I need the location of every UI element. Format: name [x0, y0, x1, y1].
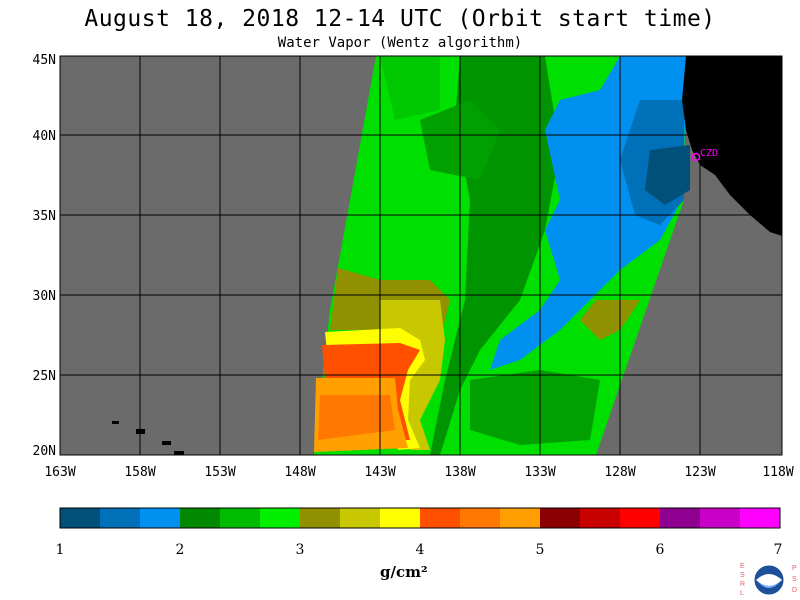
noaa-bird [756, 574, 782, 586]
colorbar-tick-4: 4 [415, 542, 425, 558]
lon-label-123w: 123W [684, 465, 715, 480]
colorbar-swatch [140, 508, 180, 528]
map-subtitle: Water Vapor (Wentz algorithm) [277, 35, 523, 51]
colorbar-tick-6: 6 [655, 542, 665, 558]
station-marker-icon [691, 152, 701, 162]
swath-dark-blue-zone [645, 145, 690, 205]
colorbar-swatch [740, 508, 780, 528]
island-maui [162, 441, 171, 445]
plot-border [59, 55, 783, 456]
noaa-logo-icon: E S R L P S D [740, 563, 797, 597]
colorbar [60, 508, 780, 528]
colorbar-swatch [420, 508, 460, 528]
colorbar-swatch [220, 508, 260, 528]
colorbar-swatch [540, 508, 580, 528]
lat-label-20n: 20N [33, 444, 56, 459]
swath-deep-orange-zone [318, 395, 395, 440]
island-kauai [112, 421, 119, 424]
colorbar-swatch [460, 508, 500, 528]
colorbar-tick-5: 5 [535, 542, 545, 558]
graticule [60, 56, 782, 455]
colorbar-swatch [620, 508, 660, 528]
logo-letter-s: S [740, 572, 745, 579]
lon-label-163w: 163W [44, 465, 75, 480]
island-hawaii [174, 451, 184, 455]
longitude-labels: 163W 158W 153W 148W 143W 138W 133W 128W … [44, 465, 793, 480]
lon-label-138w: 138W [444, 465, 475, 480]
colorbar-swatch [500, 508, 540, 528]
lat-label-35n: 35N [33, 209, 56, 224]
colorbar-swatch [60, 508, 100, 528]
lon-label-153w: 153W [204, 465, 235, 480]
logo-letter-l: L [740, 590, 744, 597]
logo-letter-e: E [740, 563, 745, 570]
lat-label-40n: 40N [33, 129, 56, 144]
station-label: CZD [700, 148, 718, 159]
colorbar-tick-7: 7 [773, 542, 783, 558]
lon-label-148w: 148W [284, 465, 315, 480]
swath-mid-green-north [380, 56, 440, 120]
colorbar-units: g/cm² [380, 563, 428, 581]
colorbar-tick-2: 2 [175, 542, 185, 558]
lon-label-128w: 128W [604, 465, 635, 480]
colorbar-swatch [180, 508, 220, 528]
colorbar-swatch [300, 508, 340, 528]
lat-label-25n: 25N [33, 369, 56, 384]
latitude-labels: 45N 40N 35N 30N 25N 20N [33, 53, 56, 459]
colorbar-tick-1: 1 [55, 542, 65, 558]
swath-dark-green-south [470, 370, 600, 445]
logo-letter-d: D [792, 587, 797, 594]
lon-label-118w: 118W [762, 465, 793, 480]
colorbar-swatch [340, 508, 380, 528]
colorbar-swatch [700, 508, 740, 528]
colorbar-swatch [580, 508, 620, 528]
colorbar-swatch [260, 508, 300, 528]
logo-letter-s2: S [792, 576, 797, 583]
lon-label-158w: 158W [124, 465, 155, 480]
colorbar-swatch [380, 508, 420, 528]
land-north-america [682, 56, 782, 236]
colorbar-swatch [100, 508, 140, 528]
noaa-wave [758, 582, 780, 588]
colorbar-border [59, 507, 781, 529]
colorbar-swatch [660, 508, 700, 528]
lon-label-133w: 133W [524, 465, 555, 480]
logo-letter-r: R [740, 581, 745, 588]
logo-letter-p: P [792, 565, 797, 572]
plot-area: CZD [59, 55, 783, 456]
lat-label-45n: 45N [33, 53, 56, 68]
lon-label-143w: 143W [364, 465, 395, 480]
map-title: August 18, 2018 12-14 UTC (Orbit start t… [84, 6, 716, 32]
swath-olive-east [580, 300, 640, 340]
colorbar-tick-3: 3 [295, 542, 305, 558]
lat-label-30n: 30N [33, 289, 56, 304]
